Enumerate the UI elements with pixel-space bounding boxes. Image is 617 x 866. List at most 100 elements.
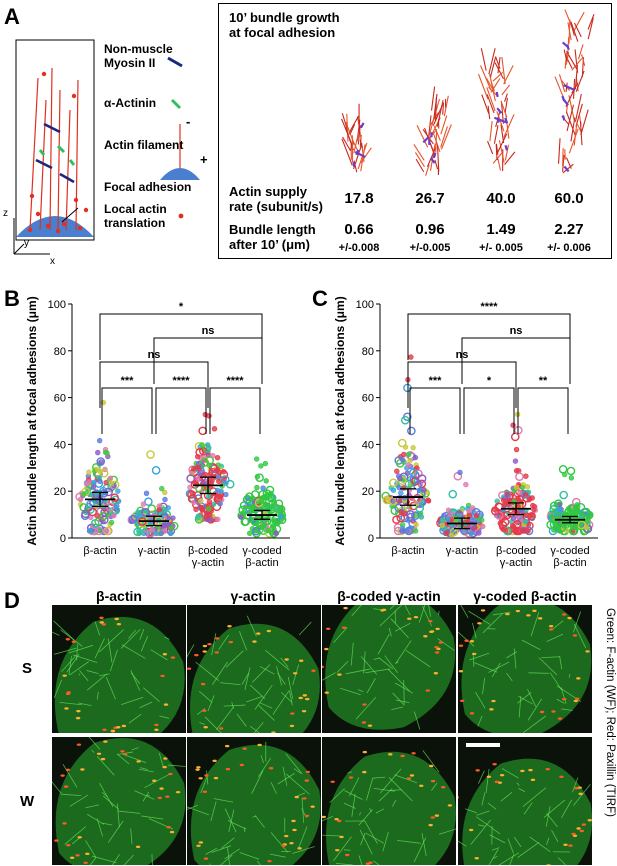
- data-point: [111, 512, 117, 519]
- bundle-render-2: [413, 86, 452, 176]
- significance-label: ****: [480, 301, 498, 313]
- x-category-label: γ-actin: [446, 545, 478, 557]
- micrograph-s-3: [322, 605, 456, 733]
- schematic-diagram: [13, 39, 200, 255]
- data-point: [102, 449, 109, 456]
- y-tick-label: 100: [356, 299, 374, 311]
- significance-label: ns: [202, 325, 215, 337]
- data-point: [480, 523, 486, 530]
- data-point: [195, 515, 201, 521]
- plus-end-label: +: [200, 152, 208, 167]
- data-point: [103, 526, 112, 536]
- data-point: [162, 496, 168, 503]
- data-point: [223, 491, 229, 498]
- significance-label: ns: [456, 349, 469, 361]
- data-point: [408, 354, 414, 360]
- data-point: [205, 506, 212, 512]
- data-point: [522, 518, 529, 525]
- data-point: [146, 450, 155, 459]
- dot-cloud-1: [75, 399, 122, 536]
- significance-bracket: ****: [155, 375, 207, 434]
- length-error-4: +/- 0.006: [547, 242, 591, 254]
- data-point: [96, 437, 103, 444]
- dot-cloud-4: [546, 464, 594, 536]
- actin-filaments-drawing: [29, 67, 79, 231]
- dot-cloud-2: [127, 450, 179, 538]
- data-point: [167, 530, 174, 537]
- minus-end-label: -: [186, 114, 191, 129]
- data-point: [390, 487, 397, 493]
- data-point: [199, 442, 205, 448]
- data-point: [271, 518, 278, 525]
- chart-panel-c: Actin bundle length at focal adhesions (…: [333, 296, 598, 569]
- data-point: [249, 495, 256, 501]
- data-point: [404, 526, 414, 536]
- data-point: [549, 520, 559, 529]
- bundle-render-1: [341, 103, 372, 173]
- data-point: [522, 492, 529, 498]
- legend-focal-icon: [160, 168, 200, 180]
- data-point: [425, 497, 431, 503]
- data-point: [214, 496, 220, 503]
- data-point: [215, 516, 221, 522]
- significance-bracket: ****: [209, 375, 261, 434]
- data-point: [162, 489, 168, 496]
- x-category-label: β-actin: [83, 545, 116, 557]
- data-point: [90, 518, 100, 528]
- data-point: [149, 527, 156, 533]
- x-category-label: γ-actin: [138, 545, 170, 557]
- significance-label: ****: [226, 375, 244, 387]
- micrograph-s-1: [52, 605, 186, 733]
- data-point: [198, 426, 207, 436]
- data-point: [186, 474, 195, 483]
- data-point: [162, 507, 168, 514]
- data-point: [559, 490, 568, 500]
- data-point: [258, 498, 265, 504]
- data-point: [390, 506, 400, 515]
- significance-label: ns: [510, 325, 523, 337]
- translation-dots: [27, 71, 89, 234]
- data-point: [274, 499, 284, 508]
- data-point: [206, 499, 213, 505]
- data-point: [384, 496, 390, 503]
- data-point: [97, 478, 103, 485]
- data-point: [218, 488, 224, 494]
- axis-y-label: y: [24, 238, 29, 249]
- data-point: [389, 478, 398, 488]
- data-point: [505, 493, 511, 499]
- bundle-length-label: Bundle length after 10’ (μm): [229, 222, 316, 252]
- data-point: [273, 504, 282, 513]
- data-point: [220, 475, 230, 484]
- significance-label: **: [539, 375, 548, 387]
- data-point: [515, 472, 524, 482]
- data-point: [512, 520, 522, 529]
- x-category-label: β-coded: [188, 545, 228, 557]
- row-label-w: W: [20, 793, 35, 810]
- data-point: [510, 432, 520, 442]
- data-point: [406, 510, 415, 519]
- data-point: [531, 506, 537, 513]
- data-point: [238, 514, 244, 520]
- data-point: [253, 456, 260, 462]
- data-point: [86, 479, 92, 485]
- data-point: [457, 469, 463, 476]
- data-point: [448, 489, 458, 499]
- significance-bracket: ns: [153, 325, 263, 384]
- data-point: [199, 504, 205, 511]
- panel-label-a: A: [4, 4, 20, 29]
- data-point: [95, 467, 101, 473]
- data-point: [394, 468, 400, 474]
- data-point: [396, 513, 406, 523]
- data-point: [211, 426, 218, 432]
- data-point: [144, 497, 153, 506]
- data-point: [415, 503, 425, 513]
- data-point: [141, 508, 150, 517]
- data-point: [439, 522, 445, 528]
- data-point: [87, 528, 93, 534]
- legend-myosin-label: Non-muscle Myosin II: [104, 42, 173, 70]
- data-point: [153, 530, 159, 537]
- micro-column-title-3: β-coded γ-actin: [337, 588, 441, 604]
- data-point: [524, 528, 530, 534]
- bundle-render-4: [554, 9, 595, 174]
- data-point: [80, 491, 87, 497]
